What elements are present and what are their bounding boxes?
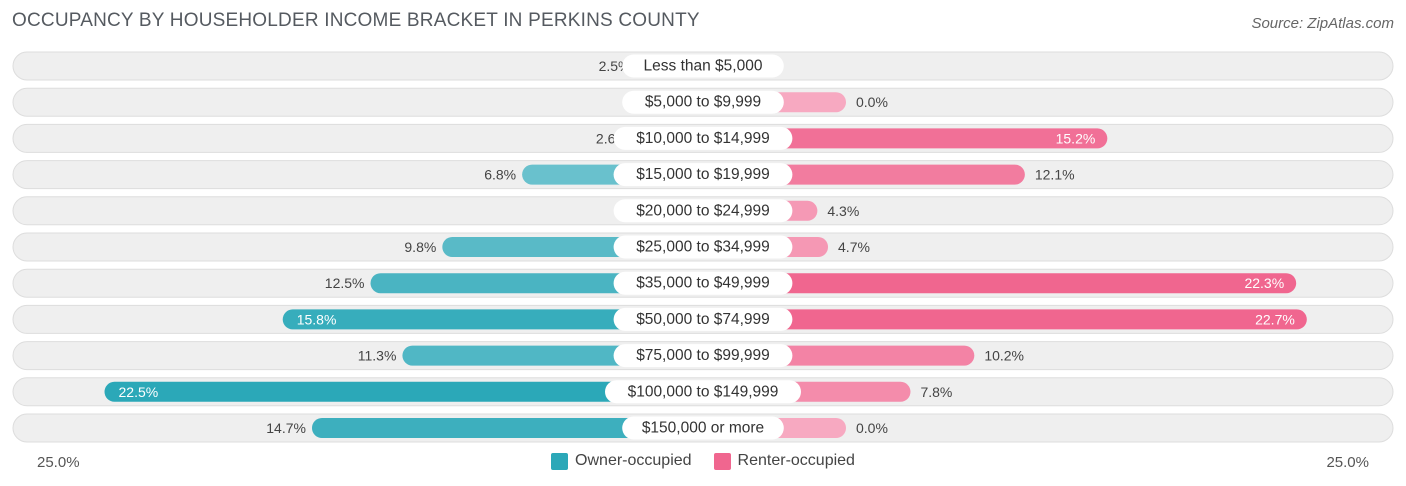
category-label: $75,000 to $99,999 <box>636 347 770 364</box>
renter-value-label: 4.7% <box>838 239 870 255</box>
renter-value-label: 10.2% <box>984 348 1024 364</box>
owner-value-label: 22.5% <box>119 384 159 400</box>
renter-swatch <box>713 452 731 470</box>
owner-value-label: 12.5% <box>325 275 365 291</box>
renter-value-label: 15.2% <box>1056 130 1096 146</box>
category-label: $10,000 to $14,999 <box>636 130 770 147</box>
category-label: $20,000 to $24,999 <box>636 202 770 219</box>
category-label-bg <box>622 416 784 440</box>
renter-value-label: 22.7% <box>1255 311 1295 327</box>
category-label: $25,000 to $34,999 <box>636 239 770 256</box>
category-label-bg <box>622 90 784 114</box>
legend: Owner-occupied Renter-occupied <box>0 452 1406 470</box>
diverging-bar-chart: 2.5%0.78%Less than $5,0000.78%0.0%$5,000… <box>12 51 1394 443</box>
renter-bar <box>693 128 1108 149</box>
chart-title: OCCUPANCY BY HOUSEHOLDER INCOME BRACKET … <box>12 10 700 31</box>
legend-renter-label: Renter-occupied <box>737 452 855 469</box>
category-label-bg <box>613 307 793 331</box>
renter-value-label: 4.3% <box>827 203 859 219</box>
category-label: $35,000 to $49,999 <box>636 275 770 292</box>
renter-bar <box>693 273 1297 294</box>
category-label: Less than $5,000 <box>644 58 763 75</box>
owner-value-label: 14.7% <box>266 420 306 436</box>
legend-item-owner[interactable]: Owner-occupied <box>551 452 692 470</box>
renter-value-label: 12.1% <box>1035 167 1075 183</box>
category-label: $150,000 or more <box>642 420 764 437</box>
owner-value-label: 9.8% <box>404 239 436 255</box>
legend-item-renter[interactable]: Renter-occupied <box>713 452 855 470</box>
category-label-bg <box>613 126 793 150</box>
renter-value-label: 0.0% <box>856 420 888 436</box>
axis-right-label: 25.0% <box>1326 454 1369 471</box>
owner-bar <box>104 381 713 402</box>
category-label: $15,000 to $19,999 <box>636 166 770 183</box>
category-label: $50,000 to $74,999 <box>636 311 770 328</box>
owner-bar <box>311 418 713 438</box>
category-label-bg <box>613 271 793 295</box>
category-label-bg <box>605 380 801 404</box>
legend-owner-label: Owner-occupied <box>575 452 692 469</box>
axis-left-label: 25.0% <box>37 454 80 471</box>
category-label: $5,000 to $9,999 <box>645 94 761 111</box>
renter-value-label: 22.3% <box>1244 275 1284 291</box>
owner-value-label: 15.8% <box>297 311 337 327</box>
category-label: $100,000 to $149,999 <box>628 383 779 400</box>
owner-value-label: 11.3% <box>358 348 397 364</box>
owner-bar <box>282 309 713 330</box>
category-label-bg <box>613 163 793 187</box>
owner-value-label: 6.8% <box>484 167 516 183</box>
renter-value-label: 0.0% <box>856 94 888 110</box>
category-label-bg <box>613 344 793 368</box>
source-note: Source: ZipAtlas.com <box>1251 15 1394 32</box>
category-label-bg <box>613 235 793 259</box>
renter-value-label: 7.8% <box>920 384 952 400</box>
owner-swatch <box>551 452 569 470</box>
category-label-bg <box>622 54 784 78</box>
category-label-bg <box>613 199 793 223</box>
owner-value-label: 2.5% <box>599 58 631 74</box>
renter-bar <box>693 309 1307 330</box>
